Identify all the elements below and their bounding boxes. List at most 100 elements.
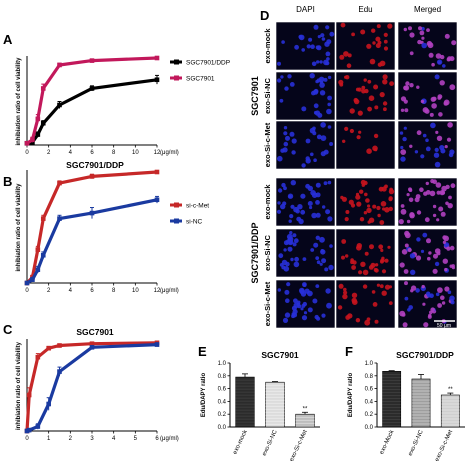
nucleus xyxy=(436,59,443,65)
nucleus xyxy=(434,74,440,80)
nucleus xyxy=(420,99,425,104)
nucleus xyxy=(307,290,313,297)
nucleus xyxy=(277,155,283,162)
nucleus xyxy=(406,193,410,197)
y-tick-label: 0.4 xyxy=(365,399,374,405)
nucleus xyxy=(439,145,445,151)
nucleus xyxy=(326,39,332,45)
x-axis-unit: (μg/ml) xyxy=(160,436,179,442)
nucleus xyxy=(315,212,321,218)
nucleus xyxy=(289,214,294,219)
nucleus xyxy=(364,88,369,94)
nucleus xyxy=(383,107,387,112)
nucleus xyxy=(277,78,282,83)
nucleus xyxy=(428,251,432,255)
nucleus xyxy=(296,216,302,222)
nucleus xyxy=(403,27,407,32)
nucleus xyxy=(439,80,445,86)
column-header: Edu xyxy=(358,5,372,14)
nucleus xyxy=(313,103,319,109)
nucleus xyxy=(422,107,429,113)
nucleus xyxy=(389,187,393,192)
nucleus xyxy=(356,245,362,251)
nucleus xyxy=(351,32,355,37)
nucleus xyxy=(352,299,358,306)
data-point xyxy=(35,116,41,122)
line-chart-c: C SGC7901 0 1 2 3 4 5 6 (μg/ml) inhibiation ratio … xyxy=(3,322,179,442)
nucleus xyxy=(283,186,287,191)
nucleus xyxy=(360,29,366,35)
nucleus xyxy=(433,152,440,158)
nucleus xyxy=(289,82,295,87)
nucleus xyxy=(283,248,287,252)
nucleus xyxy=(400,208,407,215)
nucleus xyxy=(356,201,362,207)
legend-label: SGC7901/DDP xyxy=(186,60,230,67)
nucleus xyxy=(325,209,331,215)
nucleus xyxy=(436,190,441,195)
nucleus xyxy=(430,122,436,129)
nucleus xyxy=(430,307,436,313)
nucleus xyxy=(328,264,334,271)
nucleus xyxy=(341,239,347,244)
nucleus xyxy=(287,236,294,242)
nucleus xyxy=(313,24,319,30)
nucleus xyxy=(434,248,441,254)
nucleus xyxy=(302,257,307,261)
nucleus xyxy=(399,131,404,135)
nucleus xyxy=(355,318,361,323)
nucleus xyxy=(326,57,330,61)
x-axis-unit: (μg/ml) xyxy=(160,288,179,294)
nucleus xyxy=(405,81,410,86)
y-tick-label: 0.6 xyxy=(365,387,374,393)
legend-marker xyxy=(174,59,179,65)
nucleus xyxy=(365,198,370,203)
nucleus xyxy=(383,32,388,38)
nucleus xyxy=(291,138,297,144)
nucleus xyxy=(301,303,306,308)
nucleus xyxy=(319,90,326,96)
chart-title: SGC7901/DDP xyxy=(396,350,454,360)
nucleus xyxy=(420,249,425,253)
nucleus xyxy=(327,125,332,129)
nucleus xyxy=(345,254,349,258)
nucleus xyxy=(388,197,393,202)
column-header: Merged xyxy=(414,5,441,14)
data-point xyxy=(57,62,62,68)
nucleus xyxy=(447,290,452,295)
nucleus xyxy=(327,180,332,185)
nucleus xyxy=(312,126,316,131)
nucleus xyxy=(409,144,413,148)
nucleus xyxy=(445,201,449,206)
nucleus xyxy=(403,126,407,130)
nucleus xyxy=(319,60,323,64)
nucleus xyxy=(286,282,291,287)
nucleus xyxy=(444,267,448,272)
nucleus xyxy=(338,283,344,289)
nucleus xyxy=(311,192,318,198)
nucleus xyxy=(291,150,296,155)
nucleus xyxy=(290,257,294,262)
nucleus xyxy=(437,303,442,308)
nucleus xyxy=(374,319,379,324)
nucleus xyxy=(419,187,424,192)
bar xyxy=(295,413,315,428)
nucleus xyxy=(439,190,445,196)
nucleus xyxy=(408,26,412,31)
nucleus xyxy=(315,284,320,288)
nucleus xyxy=(327,75,332,80)
panel-label: F xyxy=(345,344,353,359)
nucleus xyxy=(288,241,293,246)
nucleus xyxy=(354,98,360,105)
nucleus xyxy=(337,305,343,310)
legend-marker xyxy=(174,75,179,81)
nucleus xyxy=(293,206,299,213)
nucleus xyxy=(408,305,414,310)
nucleus xyxy=(384,207,390,213)
data-point xyxy=(154,342,160,347)
y-tick-label: 0.8 xyxy=(218,374,227,380)
x-tick-label: 10 xyxy=(132,150,139,156)
nucleus xyxy=(362,269,369,276)
y-tick-label: 1.0 xyxy=(218,361,227,367)
nucleus xyxy=(315,182,321,188)
